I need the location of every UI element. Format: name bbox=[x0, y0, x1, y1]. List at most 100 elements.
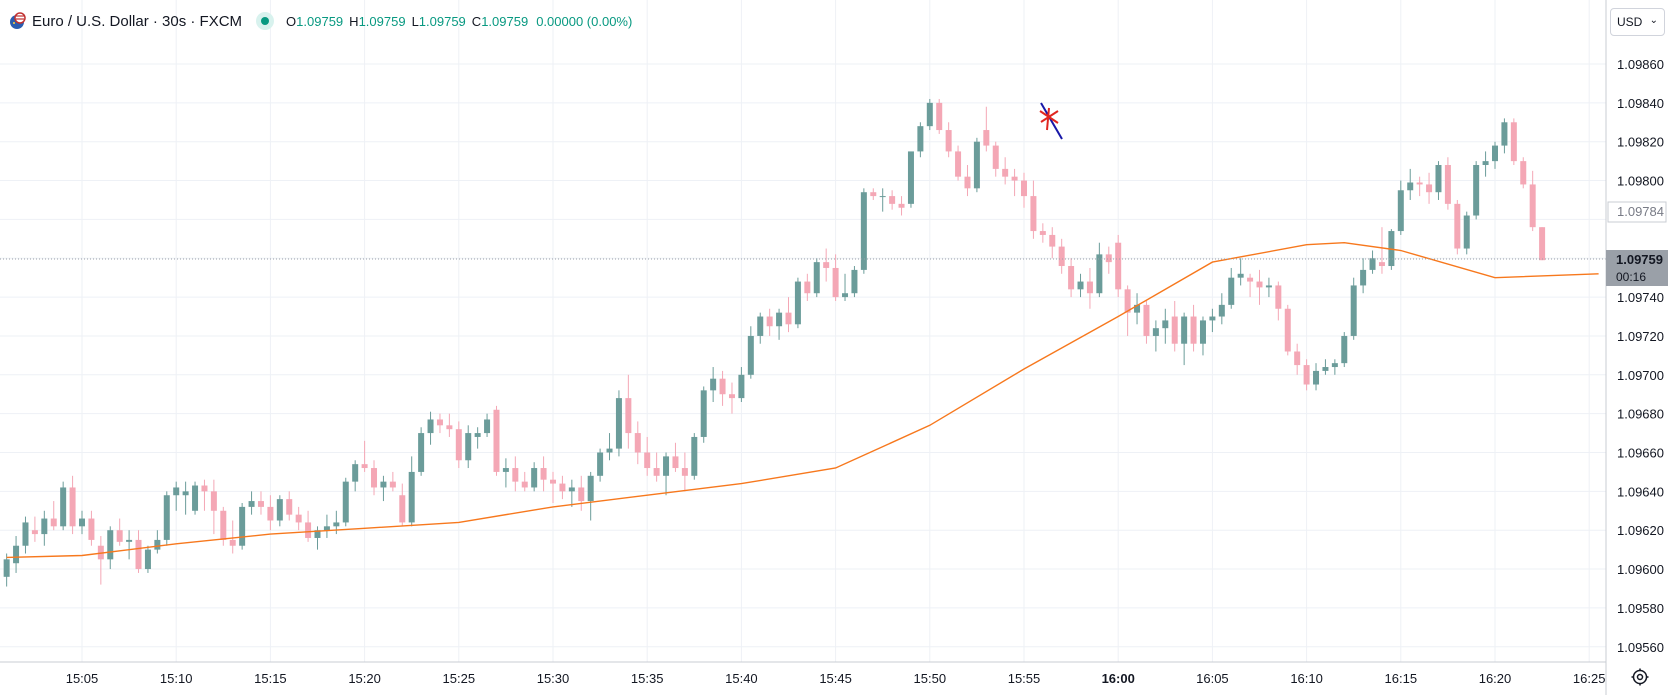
candle[interactable] bbox=[606, 433, 613, 461]
candle[interactable] bbox=[700, 386, 707, 443]
candle[interactable] bbox=[634, 421, 641, 465]
candle[interactable] bbox=[785, 297, 792, 333]
candle[interactable] bbox=[813, 258, 820, 298]
candle[interactable] bbox=[41, 510, 48, 546]
candle[interactable] bbox=[1011, 168, 1018, 197]
candle[interactable] bbox=[870, 188, 877, 200]
candle[interactable] bbox=[201, 479, 208, 511]
candle[interactable] bbox=[1360, 258, 1367, 294]
candle[interactable] bbox=[1247, 273, 1254, 298]
candle[interactable] bbox=[295, 506, 302, 531]
candle[interactable] bbox=[1463, 211, 1470, 255]
candle[interactable] bbox=[427, 411, 434, 445]
candle[interactable] bbox=[192, 481, 199, 515]
candle[interactable] bbox=[1115, 234, 1122, 298]
candle[interactable] bbox=[1313, 363, 1320, 391]
candle[interactable] bbox=[50, 501, 57, 531]
candle[interactable] bbox=[1077, 273, 1084, 298]
candle[interactable] bbox=[945, 122, 952, 158]
candle[interactable] bbox=[276, 495, 283, 527]
candle[interactable] bbox=[559, 475, 566, 500]
candle[interactable] bbox=[512, 456, 519, 492]
candle[interactable] bbox=[747, 326, 754, 379]
candle[interactable] bbox=[550, 471, 556, 504]
candle[interactable] bbox=[1416, 176, 1423, 197]
candle[interactable] bbox=[738, 367, 745, 402]
candle[interactable] bbox=[719, 370, 726, 406]
candle[interactable] bbox=[220, 506, 227, 546]
candle[interactable] bbox=[1086, 267, 1093, 309]
candle[interactable] bbox=[1021, 172, 1027, 208]
candle[interactable] bbox=[1162, 308, 1169, 344]
candle[interactable] bbox=[907, 151, 914, 208]
time-axis[interactable]: 15:05 15:10 15:15 15:20 15:25 15:30 15:35 15:40… bbox=[66, 671, 1606, 686]
candle[interactable] bbox=[1341, 332, 1348, 368]
candle[interactable] bbox=[1529, 170, 1536, 232]
moving-average-line[interactable] bbox=[6, 241, 1599, 559]
candle[interactable] bbox=[1435, 161, 1442, 200]
candle[interactable] bbox=[578, 475, 585, 511]
candle[interactable] bbox=[1369, 250, 1376, 274]
candle[interactable] bbox=[88, 510, 95, 546]
candle[interactable] bbox=[898, 196, 905, 216]
candle[interactable] bbox=[436, 413, 443, 434]
candle[interactable] bbox=[832, 254, 839, 301]
candle[interactable] bbox=[474, 427, 481, 449]
candle[interactable] bbox=[917, 122, 924, 158]
candle[interactable] bbox=[823, 248, 830, 282]
candle[interactable] bbox=[79, 510, 85, 535]
candle[interactable] bbox=[568, 479, 575, 507]
candle[interactable] bbox=[69, 475, 76, 535]
market-status-icon[interactable] bbox=[256, 12, 275, 30]
candle[interactable] bbox=[361, 440, 368, 472]
candle[interactable] bbox=[1152, 320, 1159, 352]
candle[interactable] bbox=[1218, 293, 1225, 325]
candle[interactable] bbox=[1039, 223, 1046, 243]
candle[interactable] bbox=[615, 390, 622, 457]
candle[interactable] bbox=[144, 545, 151, 573]
candle[interactable] bbox=[691, 433, 698, 480]
candle[interactable] bbox=[286, 491, 293, 521]
candle[interactable] bbox=[644, 436, 651, 476]
candle[interactable] bbox=[1058, 238, 1065, 274]
candle[interactable] bbox=[389, 471, 396, 492]
candle[interactable] bbox=[926, 98, 933, 131]
candle[interactable] bbox=[1068, 258, 1075, 298]
candle[interactable] bbox=[446, 413, 453, 437]
candle[interactable] bbox=[173, 481, 180, 511]
candle[interactable] bbox=[540, 456, 547, 492]
candle[interactable] bbox=[728, 382, 735, 414]
currency-button[interactable]: USD ⌄ bbox=[1610, 8, 1665, 36]
candle[interactable] bbox=[305, 510, 312, 542]
candle[interactable] bbox=[1199, 316, 1206, 356]
candle[interactable] bbox=[1426, 172, 1433, 204]
candle[interactable] bbox=[323, 514, 330, 538]
candle[interactable] bbox=[860, 188, 867, 274]
candle[interactable] bbox=[1096, 242, 1103, 298]
symbol-title[interactable]: Euro / U.S. Dollar · 30s · FXCM bbox=[32, 12, 243, 30]
candle[interactable] bbox=[1143, 300, 1150, 344]
candle[interactable] bbox=[1265, 277, 1272, 298]
candle[interactable] bbox=[1407, 168, 1414, 200]
candle[interactable] bbox=[1482, 151, 1489, 177]
candle[interactable] bbox=[983, 106, 990, 152]
drawing-marker[interactable] bbox=[1039, 102, 1063, 140]
candle[interactable] bbox=[879, 188, 886, 212]
candle[interactable] bbox=[1331, 359, 1338, 375]
candle[interactable] bbox=[973, 137, 980, 193]
candle[interactable] bbox=[248, 491, 255, 515]
candle[interactable] bbox=[257, 491, 264, 515]
candle[interactable] bbox=[1002, 157, 1009, 185]
candle[interactable] bbox=[1303, 359, 1310, 391]
candle[interactable] bbox=[31, 516, 38, 542]
candle[interactable] bbox=[1322, 359, 1329, 375]
price-axis[interactable]: 1.09860 1.09840 1.09820 1.09800 1.09740 1.097… bbox=[1617, 57, 1664, 655]
candle[interactable] bbox=[210, 479, 217, 535]
candle[interactable] bbox=[418, 427, 425, 476]
candle[interactable] bbox=[60, 481, 67, 531]
candle[interactable] bbox=[1171, 300, 1178, 352]
candle[interactable] bbox=[1105, 246, 1112, 274]
candle[interactable] bbox=[1454, 199, 1461, 255]
symbol-legend[interactable]: Euro / U.S. Dollar · 30s · FXCM O1.09759… bbox=[8, 10, 632, 32]
